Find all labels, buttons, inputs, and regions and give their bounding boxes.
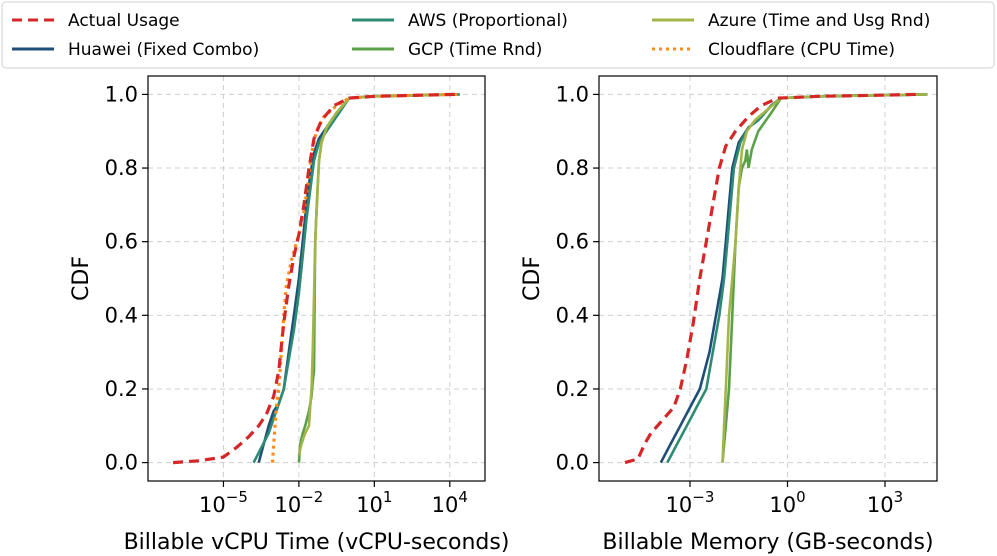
y-tick-label: 1.0 xyxy=(105,82,138,106)
series-line-aws-proportional xyxy=(252,93,460,464)
y-tick-label: 0.0 xyxy=(556,451,589,475)
x-tick-label: 10−2 xyxy=(274,488,323,517)
x-axis-title: Billable Memory (GB-seconds) xyxy=(602,530,933,555)
x-tick-label: 104 xyxy=(432,488,468,517)
legend-label: Cloudflare (CPU Time) xyxy=(708,40,895,60)
series-line-actual-usage xyxy=(624,92,918,465)
y-tick-label: 0.6 xyxy=(556,230,589,254)
series-line-gcp-time-rnd xyxy=(721,93,928,463)
axes-frame xyxy=(147,75,486,482)
y-tick-label: 0.4 xyxy=(556,303,589,327)
axes-frame xyxy=(598,75,938,482)
series-line-gcp-time-rnd xyxy=(297,93,455,463)
series-line-azure-time-and-usg-rnd xyxy=(297,93,458,456)
y-tick-label: 0.8 xyxy=(556,156,589,180)
legend-label: Huawei (Fixed Combo) xyxy=(68,40,259,60)
x-tick-label: 101 xyxy=(356,488,392,517)
y-tick-label: 0.2 xyxy=(556,377,589,401)
y-tick-label: 1.0 xyxy=(556,82,589,106)
legend-label: Azure (Time and Usg Rnd) xyxy=(708,11,930,31)
vcpu-time-panel: 0.0 0.2 0.4 0.6 0.8 1.0 10−5 10−2 101 104 Billable… xyxy=(69,75,510,555)
x-tick-label: 103 xyxy=(867,488,903,517)
y-tick-label: 0.0 xyxy=(105,451,138,475)
x-tick-label: 10−3 xyxy=(666,488,715,517)
series-line-actual-usage xyxy=(172,92,455,465)
x-tick-label: 100 xyxy=(769,488,805,517)
y-tick-label: 0.8 xyxy=(105,156,138,180)
y-axis-title: CDF xyxy=(69,256,94,301)
legend-box xyxy=(1,1,995,69)
series-line-cloudflare-cpu-time xyxy=(270,92,458,463)
series-line-aws-proportional xyxy=(666,93,928,464)
legend-label: Actual Usage xyxy=(68,11,180,31)
legend: Actual Usage Huawei (Fixed Combo) AWS (Pro… xyxy=(1,1,995,69)
series-line-azure-time-and-usg-rnd xyxy=(721,93,928,463)
memory-panel: 0.0 0.2 0.4 0.6 0.8 1.0 10−3 100 103 Billable Mem… xyxy=(520,75,938,555)
y-tick-label: 0.2 xyxy=(105,377,138,401)
legend-label: GCP (Time Rnd) xyxy=(408,40,542,60)
x-axis-title: Billable vCPU Time (vCPU-seconds) xyxy=(124,530,510,555)
y-axis-title: CDF xyxy=(520,256,545,301)
legend-label: AWS (Proportional) xyxy=(408,11,568,31)
y-tick-label: 0.4 xyxy=(105,303,138,327)
x-tick-label: 10−5 xyxy=(199,488,248,517)
y-tick-label: 0.6 xyxy=(105,230,138,254)
